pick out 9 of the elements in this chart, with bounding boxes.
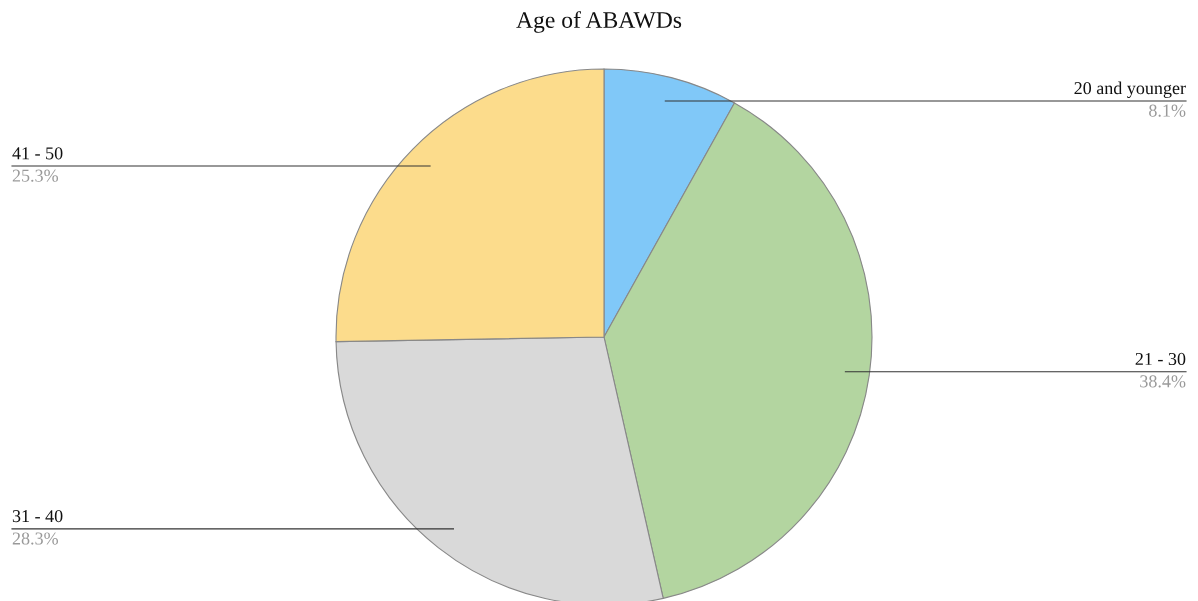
data-label: 8.1% (1149, 104, 1186, 117)
data-label: 28.3% (12, 532, 59, 545)
slice-label: 31 - 40 (12, 510, 63, 523)
slice-label: 20 and younger (1074, 81, 1186, 98)
chart-title: Age of ABAWDs (516, 11, 682, 33)
data-label: 25.3% (12, 169, 59, 182)
data-label: 38.4% (1140, 375, 1186, 388)
slice-label: 41 - 50 (12, 147, 63, 160)
slice-label: 21 - 30 (1135, 352, 1186, 366)
